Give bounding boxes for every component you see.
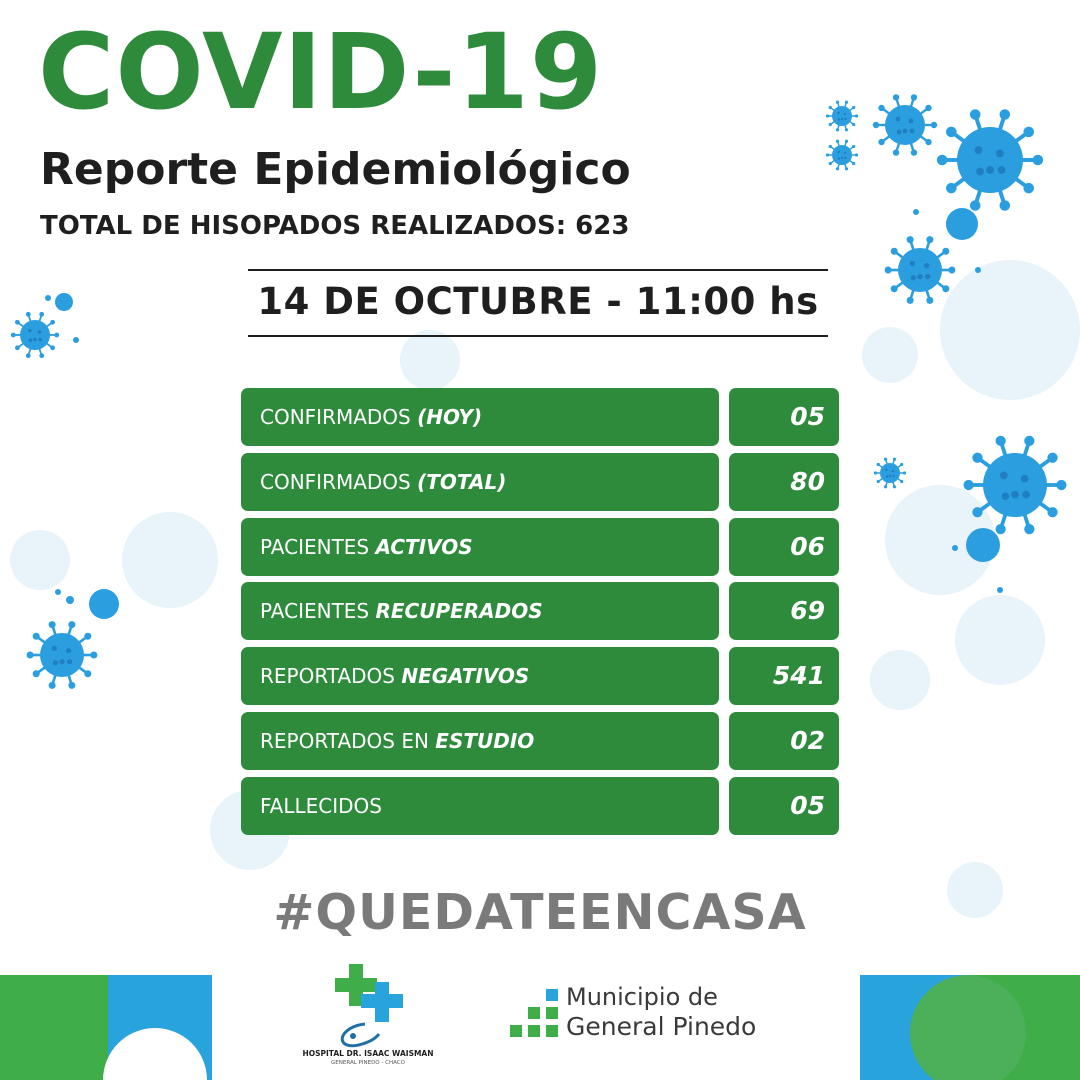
virus-dot: [952, 545, 958, 551]
footer-right-decoration: [860, 975, 1080, 1080]
virus-dot: [73, 337, 79, 343]
virus-icon: [26, 621, 98, 689]
virus-dot: [66, 596, 74, 604]
stat-label-emphasis: RECUPERADOS: [375, 599, 543, 623]
stat-value: 80: [729, 453, 839, 511]
stat-row: PACIENTES RECUPERADOS 69: [241, 582, 839, 640]
stat-label-text: CONFIRMADOS: [260, 470, 418, 494]
municipality-logo: Municipio de General Pinedo: [508, 983, 808, 1045]
virus-icon: [10, 311, 60, 359]
hospital-logo: HOSPITAL DR. ISAAC WAISMAN GENERAL PINED…: [299, 956, 437, 1076]
stat-label: CONFIRMADOS (HOY): [241, 388, 719, 446]
hospital-place: GENERAL PINEDO - CHACO: [331, 1060, 405, 1066]
footer-left-shapes: [0, 975, 212, 1080]
virus-icon: [825, 139, 859, 171]
stat-label: PACIENTES ACTIVOS: [241, 518, 719, 576]
stat-label-text: PACIENTES: [260, 599, 376, 623]
stat-label: REPORTADOS EN ESTUDIO: [241, 712, 719, 770]
virus-particles: [10, 94, 1067, 689]
virus-icon: [884, 236, 956, 304]
stat-row: PACIENTES ACTIVOS 06: [241, 518, 839, 576]
stat-label: FALLECIDOS: [241, 777, 719, 835]
stat-label: CONFIRMADOS (TOTAL): [241, 453, 719, 511]
virus-dot: [913, 209, 919, 215]
hashtag: #QUEDATEENCASA: [273, 884, 807, 941]
stat-label-text: FALLECIDOS: [260, 794, 382, 818]
stat-row: CONFIRMADOS (HOY) 05: [241, 388, 839, 446]
stat-row: REPORTADOS EN ESTUDIO 02: [241, 712, 839, 770]
stat-value: 05: [729, 777, 839, 835]
virus-dot: [55, 589, 61, 595]
stat-label-emphasis: ACTIVOS: [375, 535, 473, 559]
stat-value: 541: [729, 647, 839, 705]
report-date-block: 14 DE OCTUBRE - 11:00 hs: [248, 269, 828, 337]
municipality-name-line2: General Pinedo: [566, 1012, 757, 1041]
stat-row: CONFIRMADOS (TOTAL) 80: [241, 453, 839, 511]
report-subtitle: Reporte Epidemiológico: [40, 144, 631, 195]
report-date: 14 DE OCTUBRE - 11:00 hs: [257, 280, 819, 323]
virus-dot: [975, 267, 981, 273]
stat-label-text: PACIENTES: [260, 535, 376, 559]
stat-label-text: REPORTADOS: [260, 664, 402, 688]
footer-right-shapes: [860, 975, 1080, 1080]
virus-icon: [825, 100, 859, 132]
virus-dot: [997, 587, 1003, 593]
virus-dot: [45, 295, 51, 301]
stat-row: FALLECIDOS 05: [241, 777, 839, 835]
stat-label: PACIENTES RECUPERADOS: [241, 582, 719, 640]
stat-label-emphasis: (HOY): [417, 405, 483, 429]
stat-label-text: CONFIRMADOS: [260, 405, 418, 429]
stat-value: 05: [729, 388, 839, 446]
municipality-blocks-icon: [510, 989, 558, 1037]
virus-icon: [873, 457, 907, 489]
stat-value: 02: [729, 712, 839, 770]
hospital-cross-icon: [335, 964, 403, 1048]
stat-label: REPORTADOS NEGATIVOS: [241, 647, 719, 705]
municipality-name-line1: Municipio de: [566, 983, 718, 1011]
virus-dot: [966, 528, 1000, 562]
virus-icon: [936, 109, 1044, 211]
stat-label-emphasis: NEGATIVOS: [401, 664, 530, 688]
virus-dot: [55, 293, 73, 311]
stat-label-emphasis: ESTUDIO: [435, 729, 535, 753]
stat-value: 06: [729, 518, 839, 576]
stat-label-text: REPORTADOS EN: [260, 729, 436, 753]
virus-icon: [872, 94, 938, 156]
total-swabs: TOTAL DE HISOPADOS REALIZADOS: 623: [40, 211, 630, 241]
stat-value: 69: [729, 582, 839, 640]
virus-dot: [89, 589, 119, 619]
virus-icon: [963, 435, 1067, 535]
footer-left-decoration: [0, 975, 212, 1080]
page-title: COVID-19: [38, 11, 604, 133]
stat-label-emphasis: (TOTAL): [417, 470, 507, 494]
virus-dot: [946, 208, 978, 240]
stat-row: REPORTADOS NEGATIVOS 541: [241, 647, 839, 705]
hospital-name: HOSPITAL DR. ISAAC WAISMAN: [302, 1049, 434, 1058]
